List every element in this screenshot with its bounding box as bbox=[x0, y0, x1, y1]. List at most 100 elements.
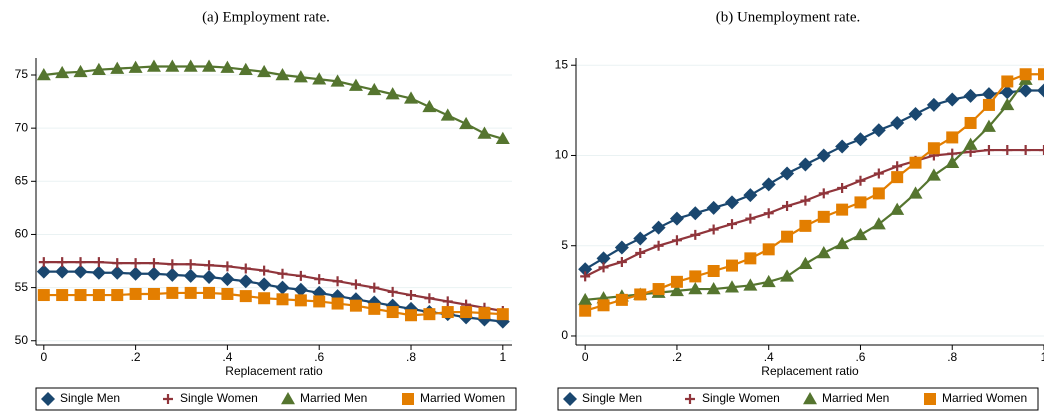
marker bbox=[578, 292, 593, 306]
legend-label: Single Men bbox=[60, 391, 120, 405]
marker bbox=[238, 62, 253, 75]
marker bbox=[496, 308, 509, 321]
marker bbox=[946, 131, 959, 144]
marker bbox=[726, 259, 738, 272]
marker bbox=[146, 59, 161, 72]
marker bbox=[129, 287, 142, 300]
x-tick-label: .8 bbox=[406, 350, 416, 364]
marker bbox=[890, 115, 905, 130]
y-tick-label: 0 bbox=[561, 328, 568, 342]
marker bbox=[762, 243, 775, 256]
marker bbox=[669, 283, 684, 297]
marker bbox=[183, 59, 198, 72]
legend-label: Single Women bbox=[180, 391, 258, 405]
marker bbox=[332, 276, 343, 287]
marker bbox=[653, 240, 664, 251]
marker bbox=[837, 182, 848, 193]
marker bbox=[763, 208, 774, 219]
marker bbox=[220, 60, 235, 73]
marker bbox=[386, 306, 399, 319]
y-tick-label: 60 bbox=[15, 227, 29, 241]
marker bbox=[128, 266, 143, 281]
marker bbox=[165, 267, 180, 282]
marker bbox=[313, 295, 326, 308]
marker bbox=[707, 264, 720, 277]
marker bbox=[926, 168, 941, 181]
marker bbox=[91, 62, 106, 75]
marker bbox=[38, 257, 49, 268]
marker bbox=[111, 289, 124, 302]
marker bbox=[184, 286, 197, 299]
marker bbox=[331, 297, 344, 310]
marker bbox=[798, 256, 813, 270]
marker bbox=[350, 279, 361, 290]
x-tick-label: .2 bbox=[131, 350, 141, 364]
marker bbox=[73, 264, 88, 279]
marker bbox=[1020, 145, 1031, 156]
marker bbox=[818, 188, 829, 199]
legend-box bbox=[557, 387, 1039, 411]
y-tick-label: 50 bbox=[15, 333, 29, 347]
marker bbox=[652, 283, 665, 296]
marker bbox=[761, 274, 776, 288]
marker bbox=[706, 282, 721, 295]
marker bbox=[110, 61, 125, 74]
marker bbox=[348, 78, 363, 91]
x-tick-label: .8 bbox=[947, 350, 957, 364]
marker bbox=[945, 92, 960, 107]
marker bbox=[257, 277, 272, 292]
marker bbox=[743, 278, 758, 291]
marker bbox=[277, 268, 288, 279]
x-tick-label: 0 bbox=[582, 350, 589, 364]
marker bbox=[908, 106, 923, 121]
legend-box bbox=[35, 387, 517, 411]
marker bbox=[670, 275, 683, 288]
x-tick-label: .6 bbox=[855, 350, 865, 364]
marker bbox=[146, 266, 161, 281]
marker bbox=[259, 265, 270, 276]
marker bbox=[1000, 97, 1015, 111]
marker bbox=[873, 168, 884, 179]
marker bbox=[91, 265, 106, 280]
marker bbox=[238, 274, 253, 289]
y-tick-label: 65 bbox=[15, 173, 29, 187]
legend-label: Single Women bbox=[702, 391, 780, 405]
marker bbox=[690, 229, 701, 240]
marker bbox=[634, 288, 647, 301]
marker bbox=[423, 308, 436, 321]
marker bbox=[148, 258, 159, 269]
marker bbox=[981, 87, 996, 102]
marker bbox=[404, 91, 419, 104]
marker bbox=[689, 270, 702, 283]
legend-marker bbox=[163, 394, 173, 404]
marker bbox=[440, 108, 455, 121]
marker bbox=[780, 166, 795, 181]
marker bbox=[616, 256, 627, 267]
legend-label: Married Women bbox=[420, 391, 505, 405]
marker bbox=[706, 200, 721, 215]
marker bbox=[892, 161, 903, 172]
marker bbox=[633, 231, 648, 246]
marker bbox=[651, 220, 666, 235]
marker bbox=[964, 116, 977, 129]
marker bbox=[781, 230, 794, 243]
y-tick-label: 70 bbox=[15, 120, 29, 134]
marker bbox=[908, 186, 923, 199]
chart-title: (a) Employment rate. bbox=[202, 9, 330, 25]
marker bbox=[744, 252, 757, 265]
marker bbox=[221, 287, 234, 300]
marker bbox=[1018, 83, 1033, 98]
x-axis-label: Replacement ratio bbox=[225, 364, 323, 378]
x-tick-label: 1 bbox=[499, 350, 506, 364]
marker bbox=[982, 98, 995, 111]
marker bbox=[579, 304, 592, 317]
marker bbox=[635, 247, 646, 258]
marker bbox=[1002, 145, 1013, 156]
marker bbox=[183, 268, 198, 283]
marker bbox=[580, 271, 591, 282]
marker bbox=[128, 60, 143, 73]
marker bbox=[349, 299, 362, 312]
marker bbox=[871, 123, 886, 138]
marker bbox=[835, 139, 850, 154]
marker bbox=[387, 286, 398, 297]
